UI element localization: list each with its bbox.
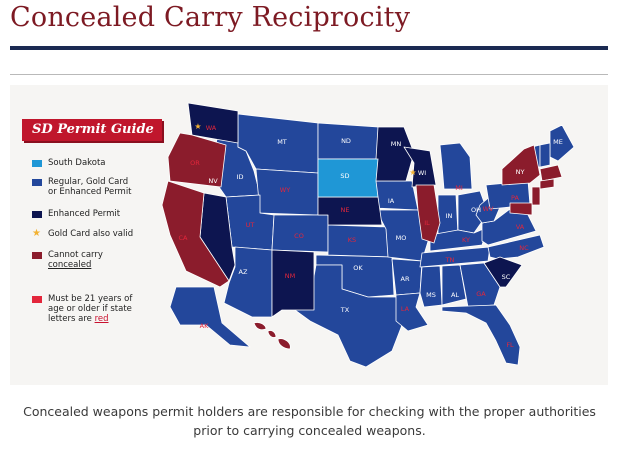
label-la: LA (401, 305, 410, 313)
state-tn (419, 246, 491, 268)
label-ca: CA (179, 234, 189, 242)
label-ut: UT (246, 221, 255, 229)
label-nm: NM (285, 272, 295, 280)
label-az: AZ (239, 268, 248, 276)
label-ok: OK (353, 264, 363, 272)
state-ma (539, 164, 563, 182)
legend-label: Enhanced Permit (48, 209, 121, 219)
state-oh (457, 190, 489, 234)
label-al: AL (451, 291, 459, 299)
us-map: NV ID MT ND AZ OK TX MN WI IA MO AR MS A… (161, 102, 575, 368)
label-tx: TX (340, 306, 350, 314)
disclaimer-caption: Concealed weapons permit holders are res… (0, 402, 619, 440)
label-ky: KY (462, 236, 470, 244)
legend-label: Regular, Gold Card or Enhanced Permit (48, 177, 132, 197)
gold-star-icon: ★ (32, 228, 41, 239)
label-ny: NY (516, 168, 525, 176)
label-nv: NV (208, 177, 218, 185)
label-ar: AR (401, 275, 410, 283)
legend-gold-card: ★ Gold Card also valid (32, 228, 134, 240)
legend-enhanced: Enhanced Permit (32, 209, 120, 219)
state-al (441, 264, 467, 306)
legend-swatch-south-dakota (32, 160, 42, 167)
label-me: ME (553, 138, 563, 146)
state-md (509, 202, 533, 216)
legend-cannot-carry: Cannot carry concealed (32, 250, 103, 270)
label-mo: MO (396, 234, 407, 242)
label-fl: FL (506, 341, 514, 349)
state-ny (501, 144, 541, 186)
legend-label: Must be 21 years of age or older if stat… (48, 294, 133, 324)
label-mt: MT (277, 138, 287, 146)
state-ak (169, 286, 251, 348)
legend-south-dakota: South Dakota (32, 158, 106, 168)
state-or (167, 132, 227, 188)
legend-label: South Dakota (48, 158, 106, 168)
label-co: CO (294, 232, 304, 240)
legend-label: Cannot carry concealed (48, 250, 103, 270)
label-ne: NE (341, 206, 350, 214)
caption-line-1: Concealed weapons permit holders are res… (23, 404, 596, 419)
state-ca (161, 180, 230, 288)
label-oh: OH (471, 206, 481, 214)
state-wa (187, 102, 239, 144)
label-nc: NC (519, 244, 529, 252)
label-ia: IA (388, 197, 395, 205)
caption-line-2: prior to carrying concealed weapons. (193, 423, 426, 438)
state-il (415, 184, 441, 244)
permit-guide-title: SD Permit Guide (22, 119, 162, 141)
label-sd: SD (340, 172, 349, 180)
label-wv: WV (483, 205, 494, 213)
label-nd: ND (341, 137, 351, 145)
state-hi (253, 322, 291, 350)
legend-age-21: Must be 21 years of age or older if stat… (32, 294, 132, 324)
label-sc: SC (502, 273, 511, 281)
label-ak: AK (200, 322, 209, 330)
label-va: VA (516, 223, 525, 231)
state-ms (419, 265, 443, 308)
label-pa: PA (511, 194, 520, 202)
label-mi: MI (455, 184, 463, 192)
label-in: IN (446, 212, 453, 220)
gold-star-wa: ★ (194, 122, 201, 131)
gold-star-wi: ★ (409, 168, 416, 177)
state-nj (531, 186, 541, 206)
label-id: ID (237, 173, 244, 181)
label-ga: GA (476, 290, 486, 298)
legend-swatch-regular (32, 179, 42, 186)
label-ks: KS (348, 236, 356, 244)
state-mn (371, 126, 415, 182)
title-underline (10, 46, 608, 50)
label-mn: MN (391, 140, 402, 148)
label-or: OR (190, 159, 200, 167)
legend-regular: Regular, Gold Card or Enhanced Permit (32, 177, 132, 197)
state-nh (539, 142, 551, 168)
state-nm (271, 249, 315, 318)
state-nc (487, 234, 545, 260)
state-ga (459, 262, 501, 308)
reciprocity-map: NV ID MT ND AZ OK TX MN WI IA MO AR MS A… (10, 85, 608, 385)
label-tn: TN (445, 256, 455, 264)
state-sd (317, 158, 379, 198)
legend-swatch-cannot-carry (32, 252, 42, 259)
section-divider (10, 74, 608, 75)
state-fl (441, 304, 521, 366)
label-wa: WA (206, 124, 217, 132)
state-mi (439, 142, 473, 190)
label-il: IL (424, 219, 430, 227)
state-va (481, 208, 537, 246)
legend-label: Gold Card also valid (48, 229, 134, 239)
state-sc (483, 256, 523, 288)
legend-swatch-age-21 (32, 296, 42, 303)
page-title: Concealed Carry Reciprocity (10, 2, 411, 33)
label-wy: WY (280, 186, 290, 194)
state-ks (327, 224, 393, 258)
label-ms: MS (426, 291, 436, 299)
state-ne (317, 196, 383, 226)
state-ct (539, 178, 555, 190)
label-wi: WI (418, 169, 426, 177)
legend-swatch-enhanced (32, 211, 42, 218)
